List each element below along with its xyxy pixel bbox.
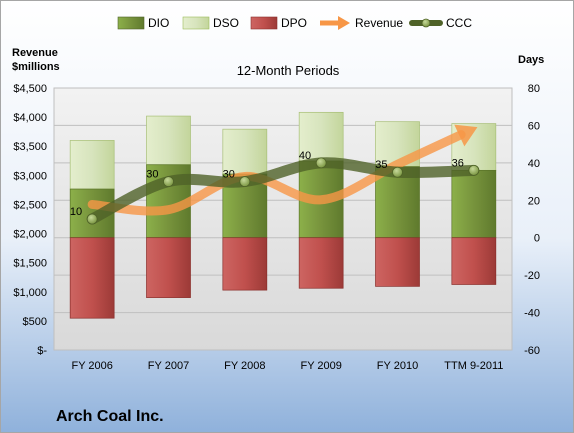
ccc-data-label: 10 xyxy=(70,206,82,218)
category-label: FY 2007 xyxy=(148,360,189,372)
bars xyxy=(69,111,497,319)
left-tick-label: $2,500 xyxy=(13,199,47,211)
right-tick-label: -40 xyxy=(524,308,540,320)
bar-dpo xyxy=(298,237,344,289)
legend-label-dpo: DPO xyxy=(281,16,307,30)
legend-label-revenue: Revenue xyxy=(355,16,403,30)
ccc-data-label: 40 xyxy=(299,150,311,162)
lines: 10 30 30 40 35 36 xyxy=(70,124,480,225)
left-tick-label: $1,000 xyxy=(13,287,47,299)
category-label: FY 2009 xyxy=(300,360,341,372)
legend-swatch-dio xyxy=(117,16,145,30)
company-name: Arch Coal Inc. xyxy=(56,408,164,425)
legend-label-dio: DIO xyxy=(148,16,169,30)
legend-swatch-revenue xyxy=(320,16,350,30)
legend-swatch-dso xyxy=(182,16,210,30)
ccc-marker xyxy=(468,164,480,176)
chart-title: 12-Month Periods xyxy=(237,63,340,78)
left-tick-label: $500 xyxy=(23,316,47,328)
legend-label-ccc: CCC xyxy=(446,16,472,30)
left-tick-label: $- xyxy=(37,345,47,357)
bar-dso xyxy=(222,128,268,175)
legend-label-dso: DSO xyxy=(213,16,239,30)
bar-dio xyxy=(451,169,497,239)
ccc-marker xyxy=(315,157,327,169)
ccc-marker xyxy=(163,176,174,187)
right-tick-label: -20 xyxy=(524,270,540,282)
right-axis-title: Days xyxy=(518,54,544,66)
revenue-line xyxy=(87,130,466,216)
ccc-data-label: 36 xyxy=(452,157,464,169)
ccc-data-label: 35 xyxy=(375,159,387,171)
bar-dpo xyxy=(222,237,268,291)
right-tick-label: 80 xyxy=(528,83,540,95)
ccc-marker xyxy=(239,176,251,187)
bar-dso xyxy=(146,115,191,166)
legend: DIO DSO DPO Revenue CCC xyxy=(117,16,472,30)
revenue-arrowhead xyxy=(454,124,478,147)
bar-dio xyxy=(375,166,420,239)
legend-swatch-dpo xyxy=(250,16,278,30)
left-tick-label: $4,000 xyxy=(13,112,47,124)
left-tick-label: $3,500 xyxy=(13,141,47,153)
bar-dpo xyxy=(451,237,497,285)
category-label: FY 2008 xyxy=(224,360,265,372)
right-tick-label: -60 xyxy=(524,345,540,357)
ccc-marker xyxy=(86,213,98,225)
right-tick-label: 40 xyxy=(528,158,540,170)
legend-swatch-ccc xyxy=(409,18,443,28)
left-tick-label: $4,500 xyxy=(13,83,47,95)
ccc-line xyxy=(86,157,480,225)
bar-dso xyxy=(298,111,344,162)
category-label: FY 2010 xyxy=(377,360,418,372)
left-axis-title-line1: Revenue xyxy=(12,47,58,59)
right-tick-label: 60 xyxy=(528,120,540,132)
category-label: TTM 9-2011 xyxy=(444,360,503,372)
category-label: FY 2006 xyxy=(71,360,112,372)
right-tick-label: 0 xyxy=(534,233,540,245)
left-tick-label: $3,000 xyxy=(13,170,47,182)
ccc-data-label: 30 xyxy=(146,169,158,181)
ccc-marker xyxy=(392,166,403,178)
plot-area xyxy=(53,87,513,351)
bar-dso xyxy=(69,140,115,190)
bar-dpo xyxy=(375,237,420,287)
right-tick-label: 20 xyxy=(528,195,540,207)
left-tick-label: $2,000 xyxy=(13,229,47,241)
left-axis-title-line2: $millions xyxy=(12,61,60,73)
bar-dpo xyxy=(69,237,115,319)
bar-dpo xyxy=(146,237,191,298)
ccc-data-label: 30 xyxy=(223,169,235,181)
left-tick-label: $1,500 xyxy=(13,258,47,270)
axes: $- $500 $1,000 $1,500 $2,000 $2,500 $3,000 $3,5… xyxy=(13,83,540,372)
